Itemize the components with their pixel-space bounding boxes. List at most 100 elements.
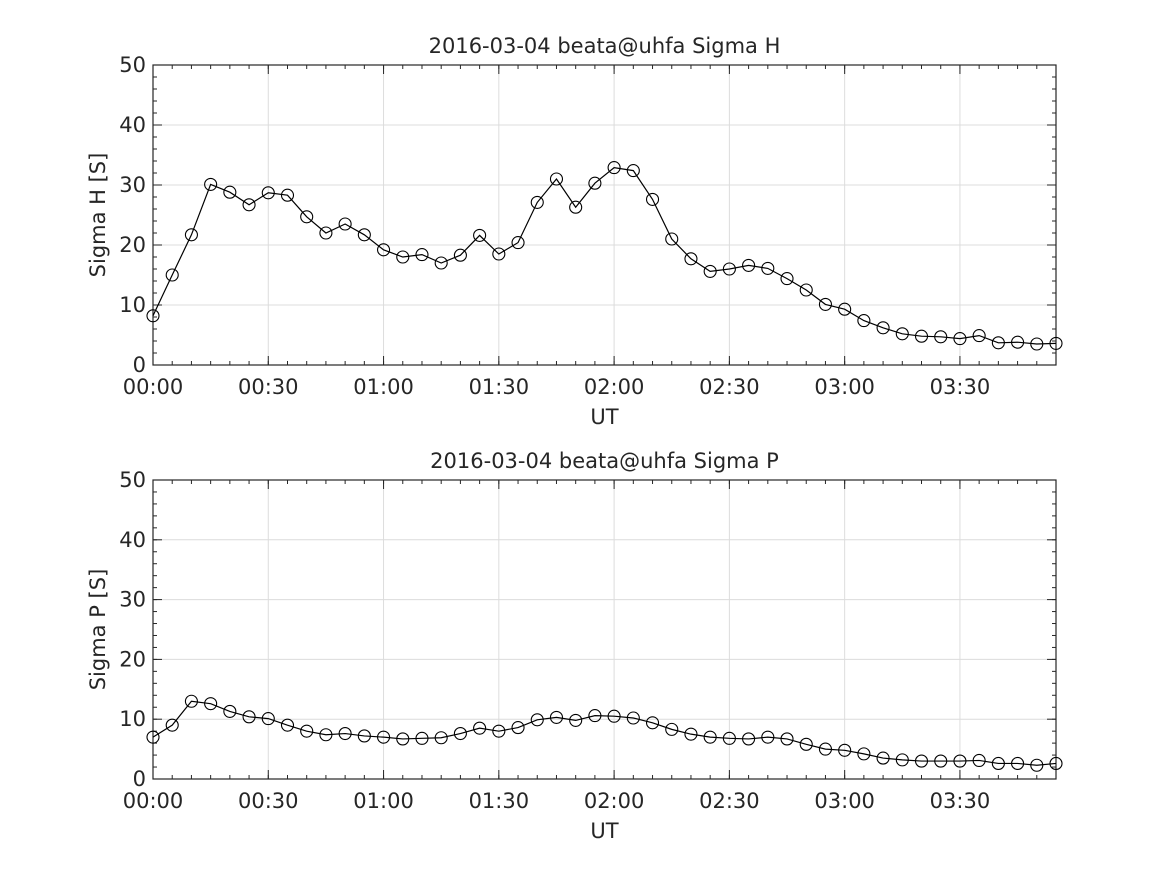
data-point xyxy=(473,228,487,242)
data-point xyxy=(876,751,890,765)
data-point xyxy=(895,327,909,341)
x-axis-label: UT xyxy=(590,819,618,843)
data-point xyxy=(242,198,256,212)
data-point xyxy=(396,250,410,264)
data-point xyxy=(261,712,275,726)
chart-panel: 00:00 00:30 01:00 01:30 02:00 02:30 03:00 03:30… xyxy=(86,449,1063,843)
data-point xyxy=(1030,337,1044,351)
x-tick-label: 02:30 xyxy=(699,375,760,399)
data-point xyxy=(453,248,467,262)
y-axis-label: Sigma H [S] xyxy=(86,153,110,278)
data-point xyxy=(626,711,640,725)
data-point xyxy=(415,731,429,745)
data-point xyxy=(684,252,698,266)
y-tick-label: 40 xyxy=(119,113,146,137)
y-tick-label: 0 xyxy=(133,353,146,377)
data-point xyxy=(934,330,948,344)
data-point xyxy=(953,754,967,768)
series-line xyxy=(152,166,1057,345)
data-point xyxy=(223,185,237,199)
chart-title: 2016-03-04 beata@uhfa Sigma P xyxy=(430,449,779,473)
x-tick-label: 01:00 xyxy=(353,789,414,813)
data-point xyxy=(261,186,275,200)
data-point xyxy=(588,709,602,723)
data-point xyxy=(876,321,890,335)
data-point xyxy=(453,727,467,741)
y-tick-label: 30 xyxy=(119,173,146,197)
y-tick-label: 0 xyxy=(133,767,146,791)
x-tick-label: 02:30 xyxy=(699,789,760,813)
data-point xyxy=(530,195,544,209)
data-point xyxy=(799,737,813,751)
y-tick-label: 50 xyxy=(119,468,146,492)
data-point xyxy=(396,732,410,746)
data-point xyxy=(818,297,832,311)
chart-title: 2016-03-04 beata@uhfa Sigma H xyxy=(429,34,781,58)
data-point xyxy=(607,709,621,723)
data-point xyxy=(492,247,506,261)
data-point xyxy=(434,731,448,745)
data-point xyxy=(492,724,506,738)
data-point xyxy=(377,243,391,257)
x-tick-label: 03:00 xyxy=(814,789,875,813)
data-point xyxy=(338,727,352,741)
data-point xyxy=(242,710,256,724)
data-point xyxy=(799,283,813,297)
data-point xyxy=(300,210,314,224)
data-point xyxy=(857,747,871,761)
data-point xyxy=(319,728,333,742)
data-point xyxy=(838,743,852,757)
x-tick-label: 00:30 xyxy=(238,375,299,399)
x-tick-label: 03:30 xyxy=(930,375,991,399)
data-point xyxy=(1030,758,1044,772)
data-point xyxy=(204,697,218,711)
data-point xyxy=(626,164,640,178)
data-point xyxy=(184,228,198,242)
data-point xyxy=(280,718,295,732)
data-point xyxy=(184,694,198,708)
data-point xyxy=(569,200,583,214)
data-point xyxy=(1011,756,1025,771)
x-axis-label: UT xyxy=(590,405,618,429)
data-point xyxy=(588,176,602,190)
x-tick-label: 01:30 xyxy=(469,375,530,399)
data-point xyxy=(377,730,391,744)
chart-panel: 00:00 00:30 01:00 01:30 02:00 02:30 03:00 03:30… xyxy=(86,34,1063,429)
data-point xyxy=(146,730,160,744)
data-point xyxy=(434,256,448,270)
data-point xyxy=(684,727,698,741)
data-point xyxy=(280,188,295,202)
data-point xyxy=(914,754,929,768)
data-point xyxy=(742,732,756,746)
data-point xyxy=(549,710,564,724)
data-point xyxy=(549,172,564,186)
data-point xyxy=(319,226,333,240)
data-point xyxy=(895,753,909,767)
data-point xyxy=(934,754,948,768)
data-point xyxy=(972,329,986,343)
y-tick-label: 40 xyxy=(119,528,146,552)
x-tick-label: 02:00 xyxy=(584,789,645,813)
data-point xyxy=(165,268,179,282)
data-point xyxy=(665,722,679,736)
data-point xyxy=(569,713,583,727)
data-point xyxy=(991,336,1005,350)
y-tick-label: 20 xyxy=(119,647,146,671)
data-point xyxy=(742,258,756,272)
data-point xyxy=(1049,336,1063,350)
data-point xyxy=(722,262,736,276)
x-tick-label: 01:30 xyxy=(469,789,530,813)
plot-area xyxy=(153,480,1056,779)
y-tick-label: 10 xyxy=(119,293,146,317)
axes-box xyxy=(152,64,1057,366)
data-point xyxy=(761,730,775,744)
data-point xyxy=(972,753,986,768)
data-point xyxy=(991,756,1005,771)
data-point xyxy=(1011,335,1025,349)
x-tick-label: 03:00 xyxy=(814,375,875,399)
data-point xyxy=(300,724,314,738)
data-point xyxy=(818,742,832,756)
y-axis-label: Sigma P [S] xyxy=(86,569,110,691)
data-point xyxy=(511,236,525,250)
